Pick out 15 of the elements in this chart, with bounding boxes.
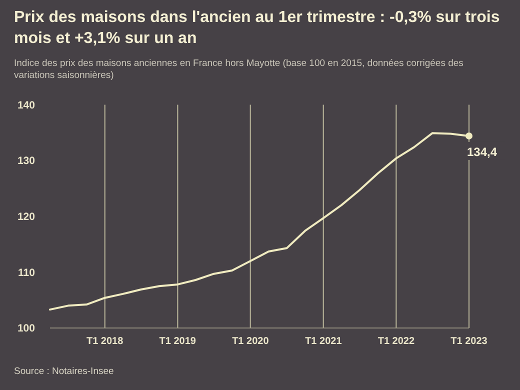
x-tick-label: T1 2019 — [159, 336, 196, 347]
y-tick-label: 120 — [17, 211, 36, 224]
y-tick-label: 130 — [17, 155, 36, 168]
x-tick-label: T1 2020 — [232, 336, 270, 347]
chart-subtitle: Indice des prix des maisons anciennes en France hors Mayotte (base 100 en 2015, données corrigées des variations saisonnières) — [14, 58, 464, 81]
x-tick-label: T1 2021 — [305, 336, 342, 347]
x-tick-label: T1 2023 — [450, 336, 488, 347]
annotation: 134,4 — [467, 144, 498, 159]
y-tick-label: 110 — [18, 266, 36, 279]
x-tick-label: T1 2018 — [86, 336, 124, 347]
source-note: Source : Notaires-Insee — [14, 366, 114, 377]
y-tick-label: 140 — [17, 99, 36, 112]
x-tick-label: T1 2022 — [378, 336, 415, 347]
chart-title: Prix des maisons dans l'ancien au 1er trimestre : -0,3% sur trois mois et +3,1% sur un an — [14, 9, 500, 47]
y-tick-label: 100 — [17, 322, 36, 335]
